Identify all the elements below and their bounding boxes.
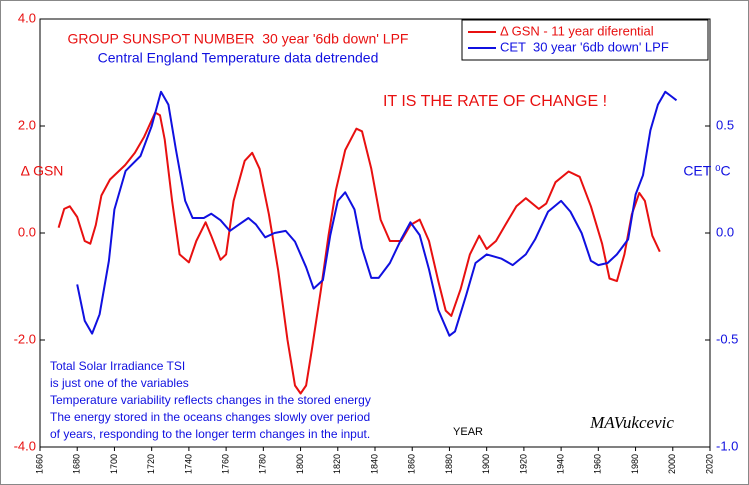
x-tick-label: 1820 [332, 454, 342, 474]
x-axis-label: YEAR [453, 426, 483, 438]
note-line: of years, responding to the longer term … [50, 427, 370, 441]
y2-tick-label: -0.5 [716, 331, 738, 346]
note-line: Total Solar Irradiance TSI [50, 359, 185, 373]
x-tick-label: 1720 [146, 454, 156, 474]
x-tick-label: 1740 [183, 454, 193, 474]
x-tick-label: 1780 [258, 454, 268, 474]
note-line: is just one of the variables [50, 376, 189, 390]
y-axis-label: Δ GSN [21, 163, 64, 179]
x-tick-label: 1940 [555, 454, 565, 474]
note-line: Temperature variability reflects changes… [50, 393, 371, 407]
chart-subtitle: Central England Temperature data detrend… [98, 50, 379, 66]
y2-tick-label: 0.5 [716, 117, 734, 132]
y2-tick-label: 0.0 [716, 224, 734, 239]
legend-label: CET 30 year '6db down' LPF [500, 39, 669, 54]
x-tick-label: 1760 [220, 454, 230, 474]
x-tick-label: 1840 [369, 454, 379, 474]
x-tick-label: 1880 [444, 454, 454, 474]
y-tick-label: -4.0 [14, 438, 36, 453]
y-tick-label: 0.0 [18, 224, 36, 239]
x-tick-label: 1680 [72, 454, 82, 474]
y-tick-label: 4.0 [18, 10, 36, 25]
x-tick-label: 1900 [481, 454, 491, 474]
chart-title: GROUP SUNSPOT NUMBER 30 year '6db down' … [68, 31, 409, 47]
annotation: IT IS THE RATE OF CHANGE ! [383, 93, 607, 110]
signature: MAVukcevic [589, 413, 674, 432]
y2-axis-label: CET ⁰C [683, 163, 730, 179]
x-tick-label: 1800 [295, 454, 305, 474]
x-tick-label: 1860 [407, 454, 417, 474]
x-tick-label: 2020 [704, 454, 714, 474]
x-tick-label: 1960 [593, 454, 603, 474]
series-line [76, 90, 678, 337]
y-tick-label: 2.0 [18, 117, 36, 132]
note-line: The energy stored in the oceans changes … [50, 410, 370, 424]
x-tick-label: 1660 [34, 454, 44, 474]
legend-box [461, 19, 709, 61]
x-tick-label: 1700 [109, 454, 119, 474]
x-tick-label: 2000 [667, 454, 677, 474]
legend-label: Δ GSN - 11 year diferential [500, 23, 654, 38]
y-tick-label: -2.0 [14, 331, 36, 346]
x-tick-label: 1920 [518, 454, 528, 474]
y2-tick-label: -1.0 [716, 438, 738, 453]
x-tick-label: 1980 [630, 454, 640, 474]
